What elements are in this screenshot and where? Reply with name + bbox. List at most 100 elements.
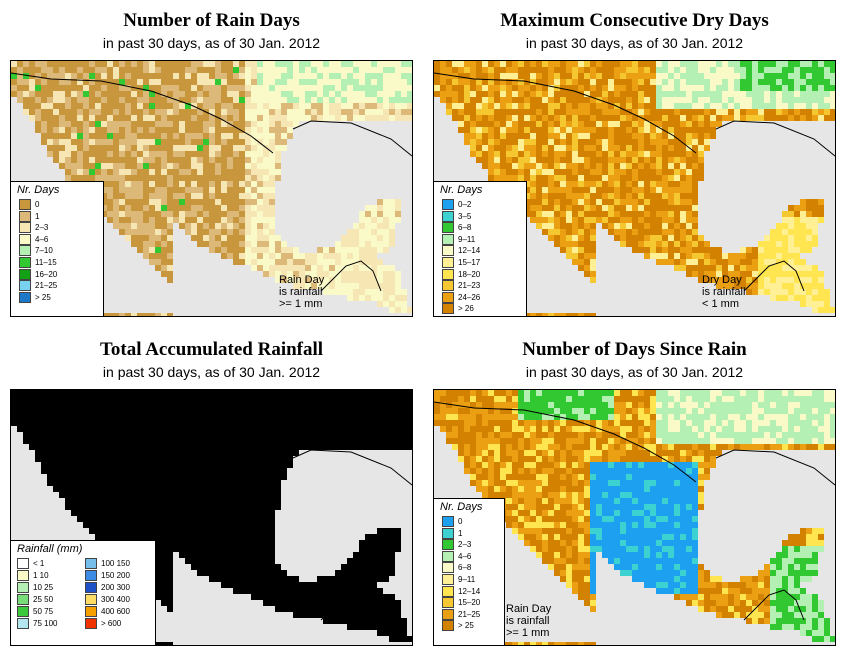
legend: Nr. Days 0–2 3–5 6–8 9–11 12–14 15–17 18–20 21–…	[434, 181, 527, 316]
legend-label: > 600	[101, 619, 122, 628]
map-field	[434, 61, 835, 316]
guatemala-border	[320, 260, 382, 292]
legend-swatch	[442, 257, 454, 268]
legend-label: 16–20	[35, 269, 58, 279]
map-cells	[434, 390, 835, 645]
legend-label: 1 10	[33, 571, 49, 580]
panel-subtitle: in past 30 days, as of 30 Jan. 2012	[102, 364, 321, 380]
definition-note: Dry Day is rainfall < 1 mm	[702, 274, 745, 310]
legend-swatch	[17, 618, 29, 629]
legend-label: 6–8	[458, 223, 472, 233]
legend-swatch	[17, 606, 29, 617]
legend-swatch	[19, 245, 31, 257]
legend-swatch	[442, 608, 454, 620]
legend-label: 300 400	[101, 595, 130, 604]
legend-swatch	[85, 558, 97, 569]
legend-label: > 25	[458, 621, 474, 631]
legend-swatch	[442, 268, 454, 280]
coastline	[715, 449, 835, 486]
us-mexico-border	[434, 72, 697, 154]
note-line: Dry Day	[702, 274, 742, 286]
legend: Rainfall (mm) < 1 1 10 10 25 25 50 50 75 75 1…	[11, 540, 156, 645]
legend-label: 11–15	[35, 258, 57, 267]
legend-swatch	[442, 199, 454, 210]
legend-label: 0–2	[458, 200, 472, 209]
legend-label: 21–23	[458, 281, 481, 291]
panel-days-since-rain: Number of Days Since Rain in past 30 day…	[423, 329, 846, 658]
legend-label: 10 25	[33, 583, 54, 592]
legend-label: 18–20	[458, 269, 481, 279]
note-line: < 1 mm	[702, 298, 739, 310]
legend-swatch	[442, 585, 454, 597]
panel-title: Total Accumulated Rainfall	[99, 339, 324, 360]
legend-label: 12–14	[458, 586, 481, 596]
legend-swatch	[17, 594, 29, 605]
panel-title: Number of Days Since Rain	[522, 339, 747, 360]
map-days-since-rain: Nr. Days 0 1 2–3 4–6 6–8 9–11 12–14 15–20 21–25 >…	[433, 389, 836, 646]
legend-label: 24–26	[458, 292, 481, 302]
legend-label: < 1	[33, 559, 45, 568]
legend-label: 200 300	[101, 583, 130, 592]
legend-label: 15–20	[458, 598, 481, 608]
coastline	[715, 120, 835, 157]
legend-swatch	[442, 245, 454, 257]
legend-swatch	[442, 550, 454, 562]
map-consecutive-dry-days: Nr. Days 0–2 3–5 6–8 9–11 12–14 15–17 18–20 21–…	[433, 60, 836, 317]
legend-swatch	[19, 268, 31, 280]
legend-swatch	[442, 574, 454, 585]
legend-swatch	[442, 620, 454, 632]
panel-consecutive-dry-days: Maximum Consecutive Dry Days in past 30 …	[423, 0, 846, 329]
map-cells	[11, 61, 412, 316]
map-rain-days: Nr. Days 0 1 2–3 4–6 7–10 11–15 16–20 21–25 > 25…	[10, 60, 413, 317]
legend-label: 7–10	[35, 246, 53, 256]
note-line: Rain Day	[506, 603, 552, 615]
legend-label: 1	[458, 528, 463, 538]
legend-swatch	[442, 597, 454, 609]
legend-label: 0	[35, 200, 40, 209]
note-line: is rainfall	[506, 615, 550, 627]
legend-swatch	[19, 233, 31, 245]
legend-label: 150 200	[101, 571, 130, 580]
legend-swatch	[19, 210, 31, 222]
note-line: >= 1 mm	[506, 627, 550, 639]
map-field	[11, 61, 412, 316]
definition-note: Rain Day is rainfall >= 1 mm	[279, 274, 324, 310]
legend-label: 400 600	[101, 607, 130, 616]
legend-label: 6–8	[458, 563, 472, 573]
legend-swatch	[442, 291, 454, 303]
legend-label: 15–17	[458, 258, 481, 267]
legend-swatch	[85, 582, 97, 593]
legend-swatch	[85, 618, 97, 629]
legend-label: 21–25	[458, 609, 481, 619]
legend-title: Nr. Days	[440, 184, 483, 196]
legend-swatch	[442, 516, 454, 527]
panel-subtitle: in past 30 days, as of 30 Jan. 2012	[102, 35, 321, 51]
legend-title: Rainfall (mm)	[17, 543, 83, 555]
legend-label: > 25	[35, 292, 51, 302]
guatemala-border	[320, 589, 382, 621]
legend-swatch	[19, 257, 31, 268]
legend-swatch	[19, 280, 31, 292]
coastline	[292, 120, 412, 157]
legend-label: 9–11	[458, 234, 476, 244]
legend-label: 2–3	[35, 223, 49, 233]
map-field	[434, 390, 835, 645]
legend-label: 2–3	[458, 540, 472, 550]
guatemala-border	[743, 260, 805, 292]
legend-label: > 26	[458, 304, 474, 314]
legend-swatch	[19, 222, 31, 234]
legend-swatch	[17, 558, 29, 569]
note-line: >= 1 mm	[279, 298, 323, 310]
map-total-rainfall: Rainfall (mm) < 1 1 10 10 25 25 50 50 75 75 1…	[10, 389, 413, 646]
legend-swatch	[85, 594, 97, 605]
map-cells	[11, 390, 412, 645]
legend-label: 75 100	[33, 619, 58, 628]
legend-swatch	[85, 570, 97, 581]
legend-label: 12–14	[458, 246, 481, 256]
panel-subtitle: in past 30 days, as of 30 Jan. 2012	[525, 35, 744, 51]
legend-swatch	[442, 233, 454, 245]
legend-swatch	[19, 291, 31, 303]
panel-subtitle: in past 30 days, as of 30 Jan. 2012	[525, 364, 744, 380]
legend-swatch	[17, 582, 29, 593]
legend-swatch	[442, 280, 454, 292]
